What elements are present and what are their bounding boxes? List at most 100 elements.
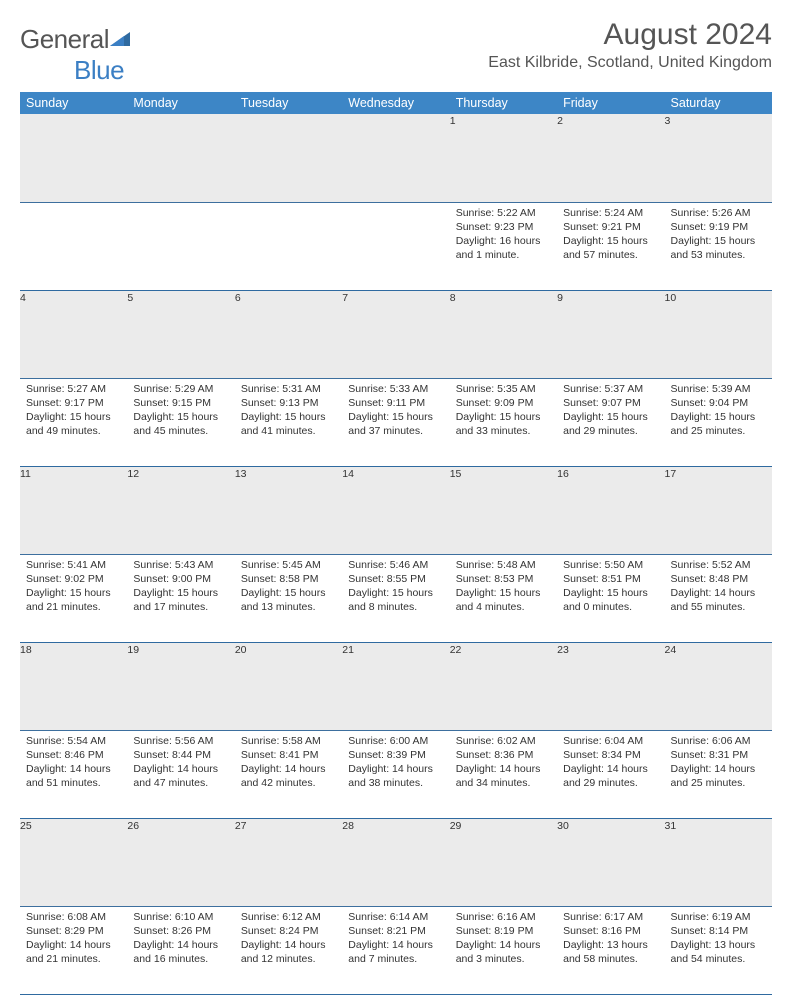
sunrise-text: Sunrise: 5:26 AM — [671, 206, 766, 220]
daylight-text: Daylight: 14 hours and 21 minutes. — [26, 938, 121, 966]
day-body-cell: Sunrise: 6:12 AMSunset: 8:24 PMDaylight:… — [235, 906, 342, 994]
daylight-text: Daylight: 15 hours and 21 minutes. — [26, 586, 121, 614]
sunrise-text: Sunrise: 5:56 AM — [133, 734, 228, 748]
sunset-text: Sunset: 8:44 PM — [133, 748, 228, 762]
daylight-text: Daylight: 14 hours and 29 minutes. — [563, 762, 658, 790]
day-number-cell — [127, 114, 234, 202]
day-body-cell: Sunrise: 5:27 AMSunset: 9:17 PMDaylight:… — [20, 378, 127, 466]
sunset-text: Sunset: 8:24 PM — [241, 924, 336, 938]
daylight-text: Daylight: 15 hours and 8 minutes. — [348, 586, 443, 614]
sunset-text: Sunset: 8:39 PM — [348, 748, 443, 762]
week-row: Sunrise: 5:27 AMSunset: 9:17 PMDaylight:… — [20, 378, 772, 466]
sunrise-text: Sunrise: 6:19 AM — [671, 910, 766, 924]
daylight-text: Daylight: 16 hours and 1 minute. — [456, 234, 551, 262]
daylight-text: Daylight: 15 hours and 25 minutes. — [671, 410, 766, 438]
daylight-text: Daylight: 14 hours and 3 minutes. — [456, 938, 551, 966]
sunrise-text: Sunrise: 6:10 AM — [133, 910, 228, 924]
day-body-cell: Sunrise: 6:10 AMSunset: 8:26 PMDaylight:… — [127, 906, 234, 994]
brand-logo: General Blue — [20, 18, 130, 86]
sunrise-text: Sunrise: 5:43 AM — [133, 558, 228, 572]
daynum-row: 11121314151617 — [20, 466, 772, 554]
day-number-cell: 23 — [557, 642, 664, 730]
day-number-cell: 3 — [665, 114, 772, 202]
location-text: East Kilbride, Scotland, United Kingdom — [488, 54, 772, 72]
sunrise-text: Sunrise: 5:22 AM — [456, 206, 551, 220]
day-body-cell: Sunrise: 5:43 AMSunset: 9:00 PMDaylight:… — [127, 554, 234, 642]
day-body-cell: Sunrise: 5:54 AMSunset: 8:46 PMDaylight:… — [20, 730, 127, 818]
sunset-text: Sunset: 9:02 PM — [26, 572, 121, 586]
sunset-text: Sunset: 8:51 PM — [563, 572, 658, 586]
sunset-text: Sunset: 8:53 PM — [456, 572, 551, 586]
sunset-text: Sunset: 8:34 PM — [563, 748, 658, 762]
day-body-cell: Sunrise: 5:50 AMSunset: 8:51 PMDaylight:… — [557, 554, 664, 642]
sunset-text: Sunset: 8:29 PM — [26, 924, 121, 938]
sunset-text: Sunset: 8:21 PM — [348, 924, 443, 938]
sunrise-text: Sunrise: 5:39 AM — [671, 382, 766, 396]
sunrise-text: Sunrise: 5:35 AM — [456, 382, 551, 396]
day-number-cell: 10 — [665, 290, 772, 378]
day-body-cell: Sunrise: 5:46 AMSunset: 8:55 PMDaylight:… — [342, 554, 449, 642]
day-number-cell: 30 — [557, 818, 664, 906]
daylight-text: Daylight: 14 hours and 7 minutes. — [348, 938, 443, 966]
daylight-text: Daylight: 15 hours and 4 minutes. — [456, 586, 551, 614]
sunrise-text: Sunrise: 6:16 AM — [456, 910, 551, 924]
sunset-text: Sunset: 8:19 PM — [456, 924, 551, 938]
day-body-cell — [20, 202, 127, 290]
day-body-cell — [235, 202, 342, 290]
month-title: August 2024 — [488, 18, 772, 52]
sunset-text: Sunset: 9:23 PM — [456, 220, 551, 234]
day-body-cell: Sunrise: 6:02 AMSunset: 8:36 PMDaylight:… — [450, 730, 557, 818]
daylight-text: Daylight: 14 hours and 34 minutes. — [456, 762, 551, 790]
day-number-cell: 27 — [235, 818, 342, 906]
col-saturday: Saturday — [665, 92, 772, 114]
sunrise-text: Sunrise: 6:14 AM — [348, 910, 443, 924]
day-number-cell: 22 — [450, 642, 557, 730]
sunset-text: Sunset: 9:11 PM — [348, 396, 443, 410]
day-body-cell: Sunrise: 6:19 AMSunset: 8:14 PMDaylight:… — [665, 906, 772, 994]
sunrise-text: Sunrise: 5:37 AM — [563, 382, 658, 396]
sunrise-text: Sunrise: 5:27 AM — [26, 382, 121, 396]
daylight-text: Daylight: 14 hours and 42 minutes. — [241, 762, 336, 790]
sunrise-text: Sunrise: 5:58 AM — [241, 734, 336, 748]
day-number-cell: 29 — [450, 818, 557, 906]
sunrise-text: Sunrise: 5:33 AM — [348, 382, 443, 396]
day-body-cell: Sunrise: 5:58 AMSunset: 8:41 PMDaylight:… — [235, 730, 342, 818]
day-body-cell: Sunrise: 5:26 AMSunset: 9:19 PMDaylight:… — [665, 202, 772, 290]
sunset-text: Sunset: 9:07 PM — [563, 396, 658, 410]
sunrise-text: Sunrise: 6:12 AM — [241, 910, 336, 924]
weekday-header-row: Sunday Monday Tuesday Wednesday Thursday… — [20, 92, 772, 114]
day-number-cell: 25 — [20, 818, 127, 906]
col-friday: Friday — [557, 92, 664, 114]
day-body-cell: Sunrise: 5:56 AMSunset: 8:44 PMDaylight:… — [127, 730, 234, 818]
daylight-text: Daylight: 14 hours and 51 minutes. — [26, 762, 121, 790]
day-number-cell — [235, 114, 342, 202]
day-number-cell: 20 — [235, 642, 342, 730]
day-body-cell: Sunrise: 5:22 AMSunset: 9:23 PMDaylight:… — [450, 202, 557, 290]
day-body-cell — [342, 202, 449, 290]
day-number-cell: 14 — [342, 466, 449, 554]
daylight-text: Daylight: 15 hours and 0 minutes. — [563, 586, 658, 614]
title-block: August 2024 East Kilbride, Scotland, Uni… — [488, 18, 772, 72]
sunrise-text: Sunrise: 5:48 AM — [456, 558, 551, 572]
day-body-cell: Sunrise: 5:39 AMSunset: 9:04 PMDaylight:… — [665, 378, 772, 466]
day-number-cell: 17 — [665, 466, 772, 554]
sunset-text: Sunset: 8:36 PM — [456, 748, 551, 762]
sunrise-text: Sunrise: 5:31 AM — [241, 382, 336, 396]
day-body-cell: Sunrise: 5:29 AMSunset: 9:15 PMDaylight:… — [127, 378, 234, 466]
brand-triangle-icon — [109, 24, 130, 54]
sunrise-text: Sunrise: 5:54 AM — [26, 734, 121, 748]
sunrise-text: Sunrise: 6:08 AM — [26, 910, 121, 924]
sunrise-text: Sunrise: 6:04 AM — [563, 734, 658, 748]
sunset-text: Sunset: 9:19 PM — [671, 220, 766, 234]
week-row: Sunrise: 5:54 AMSunset: 8:46 PMDaylight:… — [20, 730, 772, 818]
sunrise-text: Sunrise: 6:06 AM — [671, 734, 766, 748]
daylight-text: Daylight: 15 hours and 41 minutes. — [241, 410, 336, 438]
sunset-text: Sunset: 9:00 PM — [133, 572, 228, 586]
sunset-text: Sunset: 9:09 PM — [456, 396, 551, 410]
day-body-cell: Sunrise: 6:00 AMSunset: 8:39 PMDaylight:… — [342, 730, 449, 818]
sunset-text: Sunset: 8:55 PM — [348, 572, 443, 586]
daynum-row: 45678910 — [20, 290, 772, 378]
day-number-cell: 8 — [450, 290, 557, 378]
daylight-text: Daylight: 15 hours and 53 minutes. — [671, 234, 766, 262]
day-number-cell: 18 — [20, 642, 127, 730]
